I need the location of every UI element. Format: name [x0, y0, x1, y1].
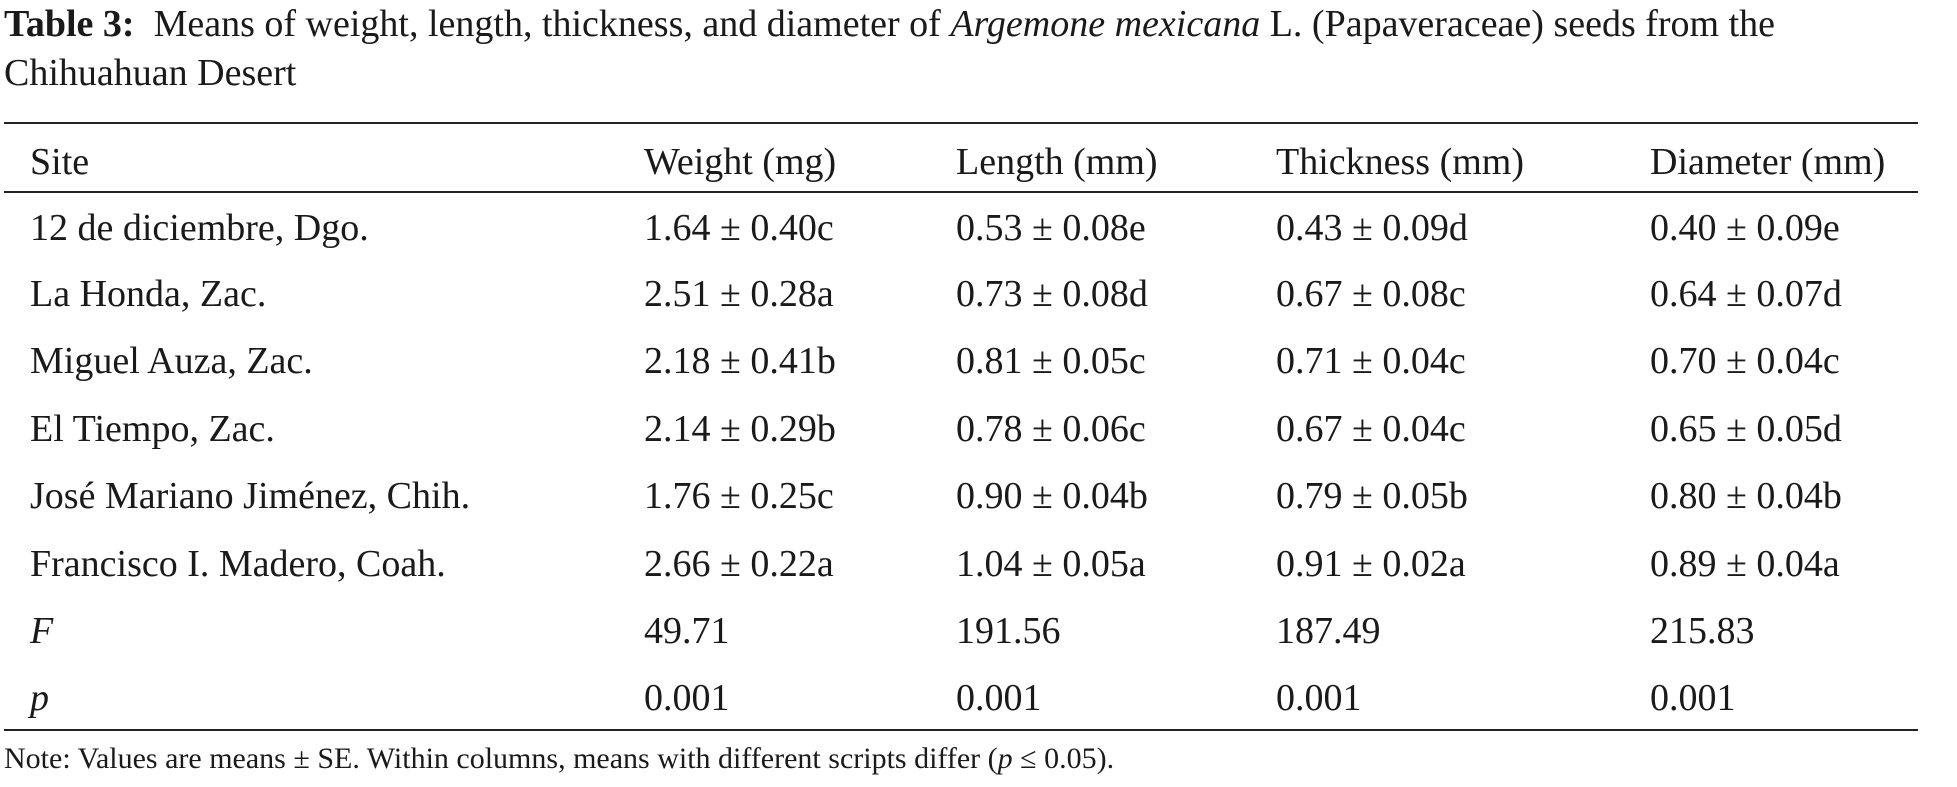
- table-note: Note: Values are means ± SE. Within colu…: [4, 741, 1114, 777]
- table-row: La Honda, Zac. 2.51 ± 0.28a 0.73 ± 0.08d…: [4, 260, 1918, 327]
- table-row: Miguel Auza, Zac. 2.18 ± 0.41b 0.81 ± 0.…: [4, 328, 1918, 395]
- stat-p-thickness: 0.001: [1276, 677, 1362, 720]
- table-caption: Table 3: Means of weight, length, thickn…: [4, 0, 1954, 98]
- stat-label-p: p: [30, 677, 49, 720]
- cell-weight: 2.18 ± 0.41b: [644, 340, 836, 383]
- cell-diameter: 0.80 ± 0.04b: [1650, 475, 1842, 518]
- stats-row-p: p 0.001 0.001 0.001 0.001: [4, 665, 1918, 732]
- header-weight: Weight (mg): [644, 140, 837, 183]
- cell-site: Miguel Auza, Zac.: [30, 340, 313, 383]
- table-row: 12 de diciembre, Dgo. 1.64 ± 0.40c 0.53 …: [4, 193, 1918, 260]
- cell-length: 0.81 ± 0.05c: [956, 340, 1146, 383]
- cell-weight: 1.64 ± 0.40c: [644, 206, 834, 249]
- cell-thickness: 0.79 ± 0.05b: [1276, 475, 1468, 518]
- cell-length: 0.73 ± 0.08d: [956, 273, 1148, 316]
- cell-length: 1.04 ± 0.05a: [956, 542, 1146, 585]
- cell-diameter: 0.89 ± 0.04a: [1650, 542, 1840, 585]
- cell-length: 0.78 ± 0.06c: [956, 407, 1146, 450]
- table-row: Francisco I. Madero, Coah. 2.66 ± 0.22a …: [4, 530, 1918, 597]
- cell-diameter: 0.64 ± 0.07d: [1650, 273, 1842, 316]
- table-bottom-rule: [4, 729, 1918, 731]
- cell-length: 0.53 ± 0.08e: [956, 206, 1146, 249]
- cell-site: 12 de diciembre, Dgo.: [30, 206, 369, 249]
- header-thickness: Thickness (mm): [1276, 140, 1525, 183]
- cell-thickness: 0.43 ± 0.09d: [1276, 206, 1468, 249]
- cell-weight: 2.51 ± 0.28a: [644, 273, 834, 316]
- header-site: Site: [30, 140, 90, 183]
- table-caption-text-after: L. (Papaveraceae) seeds from the Chihuah…: [4, 3, 1776, 94]
- cell-diameter: 0.65 ± 0.05d: [1650, 407, 1842, 450]
- table-header-rule: [4, 191, 1918, 193]
- table-caption-label: Table 3:: [4, 3, 135, 45]
- table-caption-species: Argemone mexicana: [950, 3, 1261, 45]
- cell-diameter: 0.40 ± 0.09e: [1650, 206, 1840, 249]
- stat-f-length: 191.56: [956, 610, 1061, 653]
- cell-thickness: 0.91 ± 0.02a: [1276, 542, 1466, 585]
- stat-p-diameter: 0.001: [1650, 677, 1736, 720]
- seed-means-table: Site Weight (mg) Length (mm) Thickness (…: [4, 130, 1918, 732]
- stat-p-weight: 0.001: [644, 677, 730, 720]
- cell-site: Francisco I. Madero, Coah.: [30, 542, 446, 585]
- cell-thickness: 0.71 ± 0.04c: [1276, 340, 1466, 383]
- cell-length: 0.90 ± 0.04b: [956, 475, 1148, 518]
- cell-thickness: 0.67 ± 0.04c: [1276, 407, 1466, 450]
- stat-label-f: F: [30, 610, 54, 653]
- table-top-rule: [4, 122, 1918, 124]
- stats-row-f: F 49.71 191.56 187.49 215.83: [4, 597, 1918, 664]
- cell-weight: 2.14 ± 0.29b: [644, 407, 836, 450]
- table-row: El Tiempo, Zac. 2.14 ± 0.29b 0.78 ± 0.06…: [4, 395, 1918, 462]
- table-caption-text-before: Means of weight, length, thickness, and …: [153, 3, 941, 45]
- cell-site: José Mariano Jiménez, Chih.: [30, 475, 471, 518]
- table-note-text-after: ≤ 0.05).: [1012, 742, 1115, 775]
- table-note-text-before: Note: Values are means ± SE. Within colu…: [4, 742, 998, 775]
- table-note-symbol: p: [997, 742, 1013, 775]
- stat-p-length: 0.001: [956, 677, 1042, 720]
- stat-f-thickness: 187.49: [1276, 610, 1381, 653]
- stat-f-diameter: 215.83: [1650, 610, 1755, 653]
- cell-site: El Tiempo, Zac.: [30, 407, 275, 450]
- cell-weight: 2.66 ± 0.22a: [644, 542, 834, 585]
- cell-thickness: 0.67 ± 0.08c: [1276, 273, 1466, 316]
- header-length: Length (mm): [956, 140, 1158, 183]
- stat-f-weight: 49.71: [644, 610, 730, 653]
- cell-weight: 1.76 ± 0.25c: [644, 475, 834, 518]
- cell-diameter: 0.70 ± 0.04c: [1650, 340, 1840, 383]
- table-row: José Mariano Jiménez, Chih. 1.76 ± 0.25c…: [4, 463, 1918, 530]
- table-header-row: Site Weight (mg) Length (mm) Thickness (…: [4, 130, 1918, 193]
- cell-site: La Honda, Zac.: [30, 273, 267, 316]
- header-diameter: Diameter (mm): [1650, 140, 1886, 183]
